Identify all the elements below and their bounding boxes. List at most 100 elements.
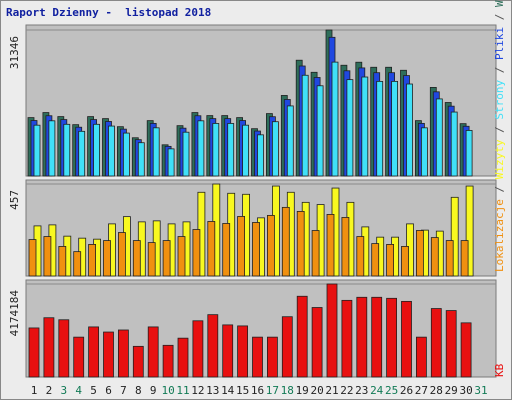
bar [43,236,52,277]
legend-separator: / [493,7,506,27]
x-tick-label: 13 [206,384,219,397]
bar [88,326,99,378]
x-tick-label: 17 [266,384,279,397]
x-tick-label: 9 [150,384,157,397]
bar [430,237,439,277]
legend: KB [493,363,506,377]
bar [445,240,454,277]
bar [356,236,365,277]
bar [311,230,320,277]
bar [252,222,260,277]
bar [391,80,399,177]
bar [341,217,350,277]
bar [118,329,129,378]
legend-entry: Pliki [493,27,506,60]
x-tick-label: 20 [310,384,323,397]
bar [147,242,156,277]
bar [301,74,309,177]
x-tick-label: 2 [46,384,53,397]
bar [316,85,324,177]
bar [296,295,308,378]
x-tick-label: 26 [400,384,413,397]
bar [78,130,86,177]
x-tick-label: 15 [236,384,249,397]
bar [311,307,323,378]
bar [420,127,428,177]
bar [108,125,115,177]
bar [207,221,216,277]
x-tick-label: 30 [459,384,472,397]
bar [415,230,424,277]
bar [465,185,474,277]
bar [118,232,126,277]
x-tick-label: 1 [31,384,38,397]
legend-entry: Wizyty [493,139,506,179]
y-tick-label: 457 [8,190,21,210]
legend-entry: Wywołania [493,0,506,7]
legend-separator: / [493,60,506,80]
bar [222,324,234,378]
bar [237,216,246,277]
bar [356,296,368,378]
bar [286,105,294,177]
bar [401,246,409,277]
bar [43,317,55,378]
bar [430,308,442,378]
bar [132,240,141,277]
bar [58,319,70,378]
bar [271,121,279,177]
x-tick-label: 19 [296,384,309,397]
bar [460,322,472,378]
bar [406,83,413,177]
bar [252,336,263,378]
legend: Lokalizacje / Wizyty / Strony / Pliki / … [493,0,506,272]
x-tick-label: 27 [415,384,428,397]
x-tick-label: 22 [340,384,353,397]
x-tick-label: 4 [75,384,82,397]
bar [465,130,473,177]
bar [177,337,189,378]
bar [48,120,56,177]
bar [257,134,264,177]
bar [182,131,190,177]
legend-entry: Lokalizacje [493,199,506,272]
bar [73,251,82,277]
bar [386,297,398,378]
bar [28,239,37,277]
x-tick-label: 23 [355,384,368,397]
y-tick-label: 31346 [8,36,21,69]
bar [123,132,130,177]
bar [88,244,96,277]
x-tick-label: 16 [251,384,264,397]
y-tick-label: 4174184 [8,290,21,337]
bar [326,283,338,378]
bar [371,243,380,277]
x-tick-label: 25 [385,384,398,397]
bar [346,79,354,177]
bar [266,215,275,277]
bar [167,148,175,177]
x-tick-label: 11 [176,384,189,397]
bar [326,214,335,277]
bar [132,345,144,378]
bar [237,325,249,378]
chart-title: Raport Dzienny - listopad 2018 [6,6,211,19]
bar [222,223,231,277]
bar [371,296,383,378]
bar [331,61,339,177]
bar [386,244,395,277]
bar [361,76,369,177]
legend-separator: / [493,179,506,199]
legend-entry: KB [493,363,506,377]
bar [281,206,290,277]
x-tick-label: 29 [445,384,458,397]
x-tick-label: 8 [135,384,142,397]
bar [192,229,201,277]
x-tick-label: 21 [325,384,338,397]
legend-entry: Strony [493,80,506,120]
bar [28,327,40,378]
legend-separator: / [493,120,506,140]
bar [147,326,159,378]
